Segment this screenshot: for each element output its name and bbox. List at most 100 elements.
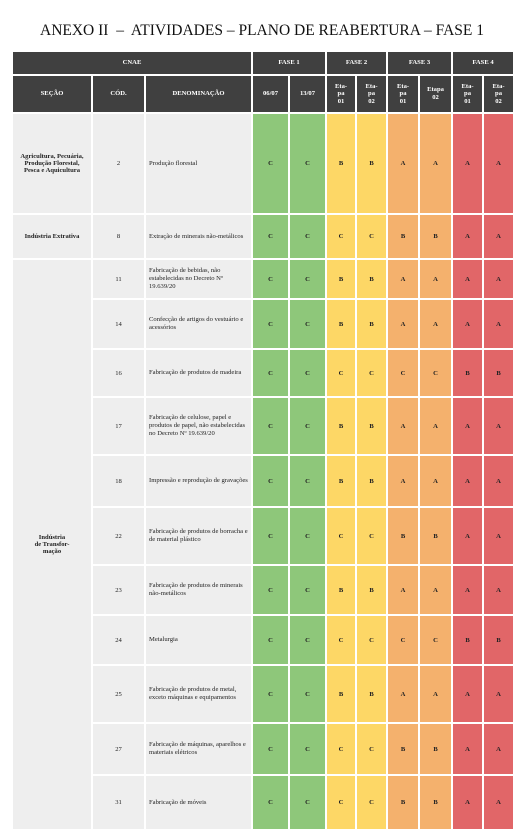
phase-status: A [482,396,516,456]
phase-status: C [325,614,358,666]
activity-name: Fabricação de produtos de borracha e de … [143,506,254,566]
phase-status: C [418,614,454,666]
activity-name: Fabricação de bebidas, não estabelecidas… [143,258,254,300]
activity-name: Impressão e reprodução de gravações [143,454,254,508]
phase-status: C [325,213,358,260]
cnae-code: 22 [91,506,146,566]
activity-name: Fabricação de produtos de madeira [143,348,254,398]
phase-status: A [482,454,516,508]
phase-status: C [251,664,291,724]
phase-status: C [288,112,328,215]
header-group: FASE 1 [251,50,328,76]
table-row: Indústria Extrativa 8 Extração de minerais… [11,213,516,260]
phase-status: A [418,258,454,300]
phase-status: B [355,298,389,350]
phase-status: A [482,664,516,724]
phase-status: A [451,396,485,456]
phase-status: C [288,348,328,398]
phase-status: B [418,722,454,776]
phase-status: A [451,298,485,350]
phase-status: B [325,564,358,616]
phase-status: B [386,722,421,776]
phase-status: A [418,396,454,456]
phase-status: C [288,454,328,508]
phase-status: A [451,454,485,508]
activity-name: Fabricação de produtos de metal, exceto … [143,664,254,724]
phase-status: C [251,774,291,831]
phase-status: B [418,774,454,831]
phase-status: B [325,298,358,350]
header-group: FASE 4 [451,50,516,76]
phase-status: A [482,774,516,831]
cnae-code: 27 [91,722,146,776]
table-row: 31 Fabricação de móveis C C C C B B A A [12,774,516,831]
phase-status: B [355,454,389,508]
phase-status: C [251,258,291,300]
cnae-code: 17 [91,396,146,456]
phase-status: C [325,722,358,776]
phase-status: A [451,722,485,776]
table-row: 23 Fabricação de produtos de minerais não… [12,564,516,616]
phase-status: B [355,564,389,616]
column-header: DENOMINAÇÃO [143,74,254,114]
phase-status: A [418,664,454,724]
phase-status: A [418,454,454,508]
column-header: SEÇÃO [11,74,93,114]
phase-status: A [418,564,454,616]
phase-status: A [386,564,421,616]
column-header: Eta- pa 01 [451,74,485,114]
section-label: Indústria Extrativa [11,213,93,260]
phase-status: C [288,774,328,831]
phase-status: B [386,213,421,260]
table-row: 16 Fabricação de produtos de madeira C C C C C… [12,348,516,398]
phase-status: B [418,506,454,566]
activity-name: Metalurgia [143,614,254,666]
table-row: 17 Fabricação de celulose, papel e produt… [12,396,516,456]
phase-status: C [325,506,358,566]
phase-status: B [325,664,358,724]
phase-status: C [325,774,358,831]
phase-status: A [418,112,454,215]
phase-status: C [288,614,328,666]
phase-status: C [288,664,328,724]
phase-status: C [355,213,389,260]
phase-status: A [482,112,516,215]
phase-status: A [386,112,421,215]
phase-status: A [482,213,516,260]
phase-status: C [288,506,328,566]
cnae-code: 31 [91,774,146,831]
phase-status: A [451,664,485,724]
phase-status: C [251,564,291,616]
phase-status: C [418,348,454,398]
activity-name: Confecção de artigos do vestuário e aces… [143,298,254,350]
phase-status: A [451,774,485,831]
phase-status: C [251,506,291,566]
header-group-row: CNAE FASE 1 FASE 2 FASE 3 FASE 4 [10,50,516,76]
cnae-code: 16 [91,348,146,398]
phase-status: C [288,298,328,350]
header-group: FASE 2 [325,50,389,76]
phase-status: A [451,506,485,566]
phase-status: B [386,774,421,831]
phase-status: B [451,348,485,398]
activity-name: Produção florestal [143,112,254,215]
phase-status: B [355,396,389,456]
phase-status: C [386,348,421,398]
phase-status: C [251,112,291,215]
phase-status: A [482,506,516,566]
phase-status: A [386,396,421,456]
phase-status: C [251,396,291,456]
phase-status: B [355,664,389,724]
table-row: Agricultura, Pecuária, Produção Floresta… [11,112,516,215]
table-row: 25 Fabricação de produtos de metal, excet… [12,664,516,724]
column-header: 13/07 [288,74,328,114]
phase-status: A [451,213,485,260]
phase-status: A [482,722,516,776]
phase-status: B [355,258,389,300]
phase-status: B [355,112,389,215]
phase-status: C [251,614,291,666]
phase-status: C [251,298,291,350]
phase-status: C [251,454,291,508]
table-row: 22 Fabricação de produtos de borracha e d… [12,506,516,566]
